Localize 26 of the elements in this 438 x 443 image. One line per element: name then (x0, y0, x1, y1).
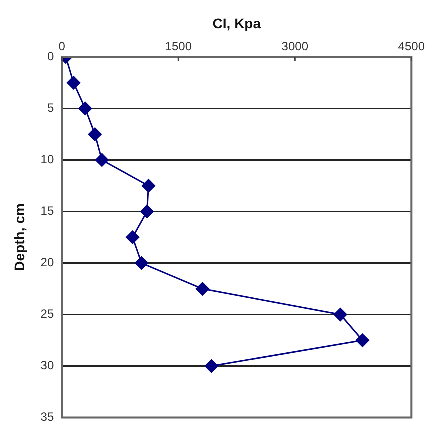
y-tick-label: 30 (40, 358, 54, 373)
point (140, 204, 154, 218)
point (95, 153, 109, 167)
x-tick-label: 0 (58, 39, 66, 54)
x-tick-label: 4500 (398, 39, 426, 54)
x-axis-title: CI, Kpa (212, 15, 262, 32)
y-tick-label: 0 (47, 50, 54, 64)
point (78, 102, 92, 116)
x-tick-label: 3000 (282, 39, 309, 54)
y-tick-label: 20 (40, 256, 54, 270)
y-tick-label: 10 (40, 152, 54, 167)
point (334, 308, 348, 322)
y-tick-label: 15 (40, 204, 54, 218)
y-tick-label: 25 (40, 307, 54, 322)
y-axis-title: Depth, cm (11, 204, 28, 272)
x-tick-label: 1500 (165, 39, 192, 54)
point (196, 282, 210, 296)
point (135, 256, 149, 270)
point (356, 334, 370, 348)
point (126, 230, 140, 244)
y-tick-label: 35 (40, 410, 54, 424)
point (204, 360, 218, 374)
point (142, 179, 156, 193)
point (67, 76, 81, 90)
point (88, 128, 102, 142)
y-tick-label: 5 (47, 101, 54, 116)
